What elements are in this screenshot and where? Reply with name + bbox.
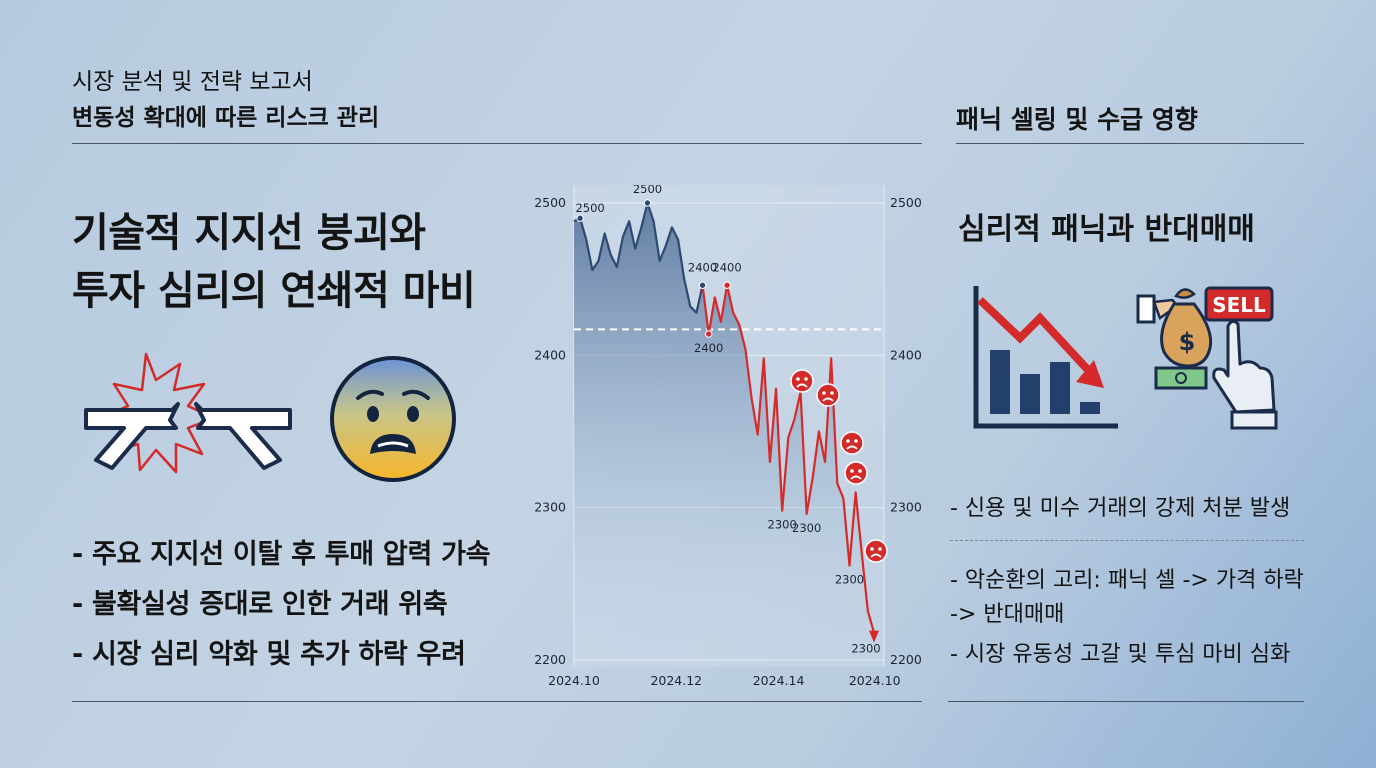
panic-face-eye (878, 547, 882, 551)
panic-face-mouth (822, 397, 834, 402)
right-bullet-2-cont: -> 반대매매 (950, 602, 1065, 627)
data-point-label: 2400 (712, 260, 741, 274)
panic-face-mouth (846, 445, 858, 450)
report-subtitle: 시장 분석 및 전략 보고서 (72, 69, 313, 95)
data-point (643, 199, 652, 207)
data-point-label: 2400 (688, 260, 717, 274)
headline-line2: 투자 심리의 연쇄적 마비 (72, 268, 476, 314)
anxious-face-icon (330, 356, 456, 482)
down-arrow-head (869, 630, 879, 643)
y-tick-label-right: 2500 (890, 195, 922, 210)
x-tick-label: 2024.10 (849, 673, 901, 688)
report-section-title: 변동성 확대에 따른 리스크 관리 (72, 105, 380, 131)
data-point-label: 2400 (694, 341, 723, 355)
right-bullet-2: - 악순환의 고리: 패닉 셀 -> 가격 하락 (950, 568, 1304, 593)
y-tick-label-right: 2200 (890, 652, 922, 667)
panic-face-icon (864, 539, 888, 563)
panic-face-circle (840, 431, 864, 455)
right-heading: 심리적 패닉과 반대매매 (958, 212, 1255, 247)
data-point (723, 281, 731, 289)
data-point (576, 214, 584, 222)
data-point-label: 2500 (575, 201, 604, 215)
data-point-label: 2500 (633, 185, 662, 196)
y-tick-label-right: 2400 (890, 347, 922, 362)
panic-face-eye (846, 439, 850, 443)
left-bullet-2: - 불확실성 증대로 인한 거래 위축 (72, 589, 448, 620)
data-point-label: 2300 (792, 521, 821, 535)
panic-face-circle (816, 383, 840, 407)
money-sell-hand-icon: $ SELL (1136, 286, 1278, 430)
footer-divider-left (72, 701, 922, 702)
right-bullet-3: - 시장 유동성 고갈 및 투심 마비 심화 (950, 642, 1291, 667)
panic-face-eye (870, 547, 874, 551)
price-series-after (701, 284, 876, 633)
x-tick-label: 2024.10 (548, 673, 600, 688)
data-point (704, 330, 713, 338)
sell-label: SELL (1212, 293, 1266, 317)
header-divider-right (956, 143, 1304, 144)
panic-face-icon (840, 431, 864, 455)
panic-face-eye (858, 469, 862, 473)
right-bullet-divider (950, 540, 1304, 541)
panic-face-circle (844, 461, 868, 485)
data-point-label: 2300 (768, 518, 797, 532)
left-bullet-1: - 주요 지지선 이탈 후 투매 압력 가속 (72, 539, 491, 570)
data-point (698, 281, 707, 289)
data-point-label: 2300 (851, 642, 880, 656)
broken-support-line-icon (84, 352, 292, 474)
panic-face-icon (816, 383, 840, 407)
svg-text:$: $ (1179, 328, 1196, 356)
y-tick-label-right: 2300 (890, 500, 922, 515)
data-point-label: 2300 (835, 573, 864, 587)
price-series-before (573, 201, 704, 314)
left-bullet-3: - 시장 심리 악화 및 추가 하락 우려 (72, 639, 466, 670)
right-bullet-1: - 신용 및 미수 거래의 강제 처분 발생 (950, 496, 1291, 521)
y-tick-label-left: 2500 (534, 195, 566, 210)
panic-face-eye (854, 439, 858, 443)
footer-divider-right (948, 701, 1304, 702)
panic-face-mouth (850, 475, 862, 480)
headline-line1: 기술적 지지선 붕괴와 (72, 210, 426, 256)
price-area-fill (574, 203, 874, 667)
panic-face-eye (822, 391, 826, 395)
panic-face-eye (804, 377, 808, 381)
panic-face-icon (790, 369, 814, 393)
x-tick-label: 2024.14 (753, 673, 805, 688)
header-divider-left (72, 143, 922, 144)
panic-face-eye (850, 469, 854, 473)
panic-face-eye (830, 391, 834, 395)
y-tick-label-left: 2400 (534, 347, 566, 362)
panic-face-icon (844, 461, 868, 485)
panic-face-circle (864, 539, 888, 563)
right-section-title: 패닉 셀링 및 수급 영향 (956, 105, 1198, 134)
falling-bar-chart-icon (973, 286, 1118, 429)
panic-face-mouth (870, 553, 882, 558)
panic-face-mouth (796, 383, 808, 388)
y-tick-label-left: 2200 (534, 652, 566, 667)
panic-face-eye (796, 377, 800, 381)
x-tick-label: 2024.12 (650, 673, 702, 688)
panic-face-circle (790, 369, 814, 393)
y-tick-label-left: 2300 (534, 500, 566, 515)
